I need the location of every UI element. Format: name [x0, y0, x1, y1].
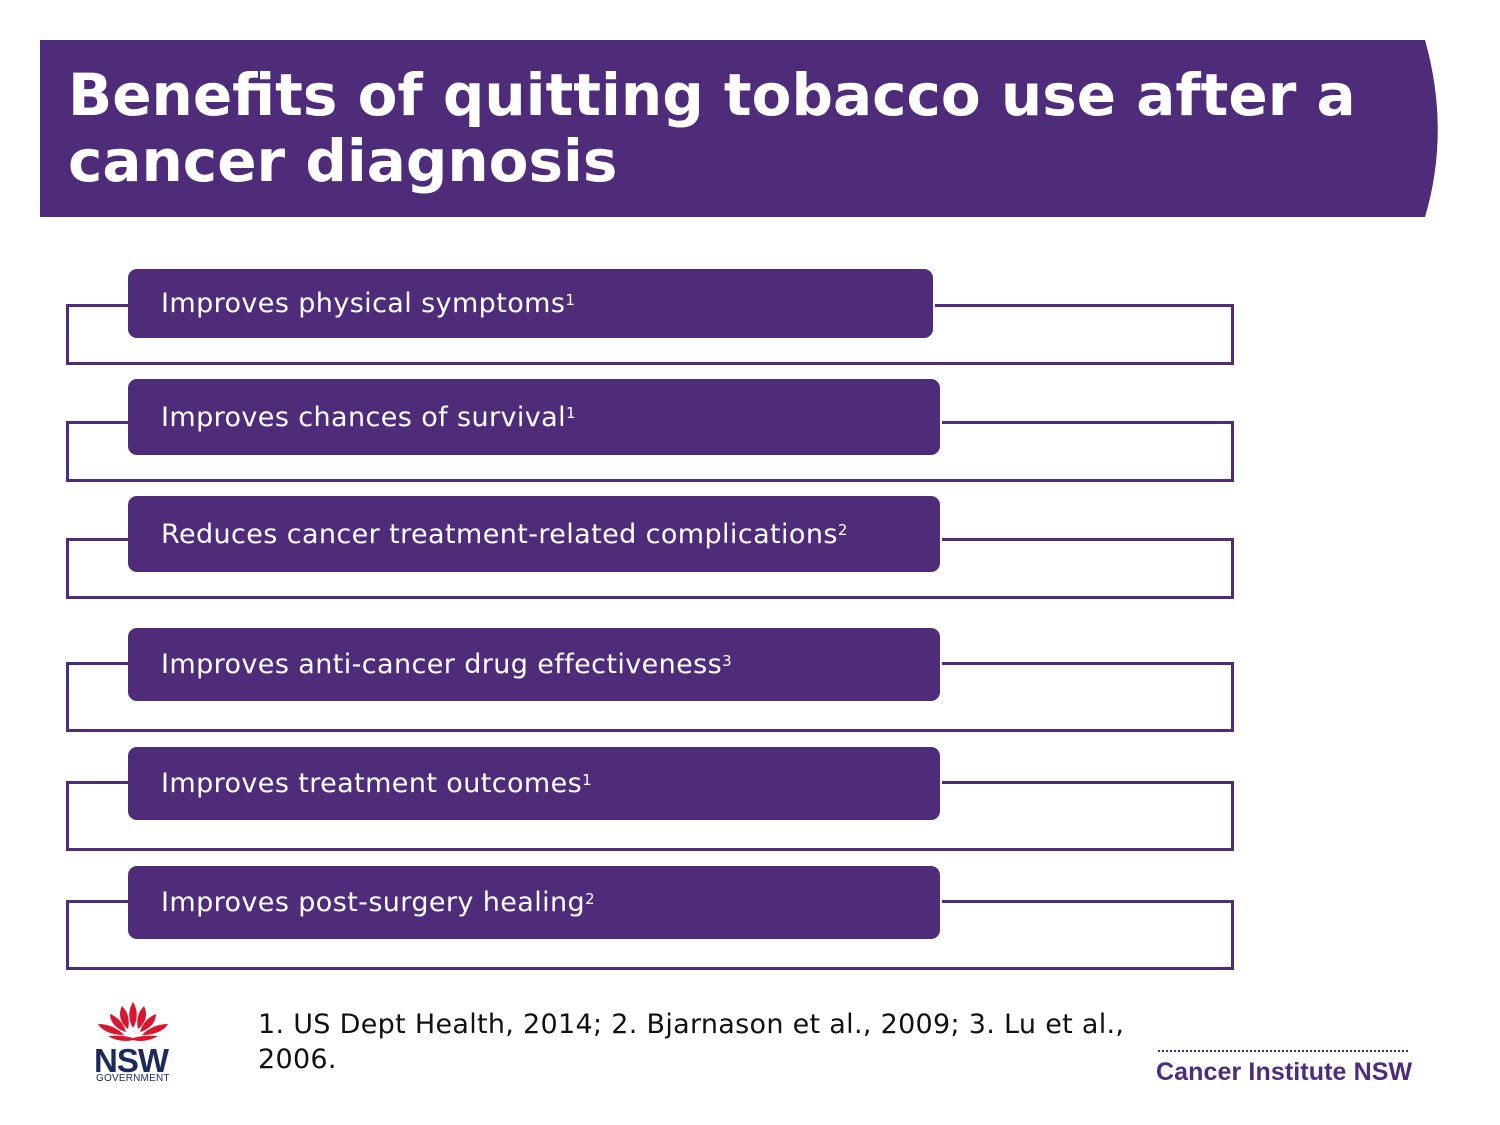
- benefit-text: Improves chances of survival: [161, 401, 566, 433]
- benefit-frame-1: [66, 304, 1234, 365]
- slide-title: Benefits of quitting tobacco use after a…: [68, 61, 1356, 195]
- references-footnote: 1. US Dept Health, 2014; 2. Bjarnason et…: [258, 1009, 1125, 1075]
- nsw-logo-word: NSW: [94, 1042, 169, 1079]
- benefit-ref: 2: [585, 889, 596, 908]
- benefit-item: Improves post-surgery healing 2: [128, 866, 940, 939]
- cancer-institute-logo: Cancer Institute NSW: [1156, 1058, 1413, 1086]
- cancer-institute-dotted-line: [1158, 1050, 1408, 1052]
- nsw-logo-government: GOVERNMENT: [96, 1073, 170, 1084]
- title-band: [40, 40, 1438, 217]
- benefit-ref: 1: [582, 770, 593, 789]
- benefit-item: Improves physical symptoms 1: [128, 269, 933, 338]
- benefit-item: Improves chances of survival 1: [128, 379, 940, 455]
- benefit-text: Improves post-surgery healing: [161, 887, 586, 918]
- waratah-flower-icon: [98, 1002, 168, 1041]
- benefit-frame-2: [66, 421, 1234, 482]
- benefit-frame-4: [66, 662, 1234, 732]
- benefit-frame-6: [66, 900, 1234, 970]
- benefit-item: Improves treatment outcomes 1: [128, 747, 940, 820]
- benefit-item: Reduces cancer treatment-related complic…: [128, 496, 940, 572]
- benefit-text: Reduces cancer treatment-related complic…: [161, 518, 838, 550]
- benefit-ref: 3: [722, 651, 733, 670]
- benefit-item: Improves anti-cancer drug effectiveness 3: [128, 628, 940, 701]
- benefit-frame-3: [66, 538, 1234, 599]
- benefit-text: Improves physical symptoms: [161, 288, 566, 319]
- benefit-ref: 1: [565, 404, 576, 422]
- benefit-frame-5: [66, 781, 1234, 851]
- title-band-shape: [40, 40, 1438, 217]
- benefit-text: Improves anti-cancer drug effectiveness: [161, 649, 723, 680]
- benefit-ref: 2: [837, 521, 848, 539]
- benefit-ref: 1: [565, 290, 576, 309]
- benefit-text: Improves treatment outcomes: [161, 768, 583, 799]
